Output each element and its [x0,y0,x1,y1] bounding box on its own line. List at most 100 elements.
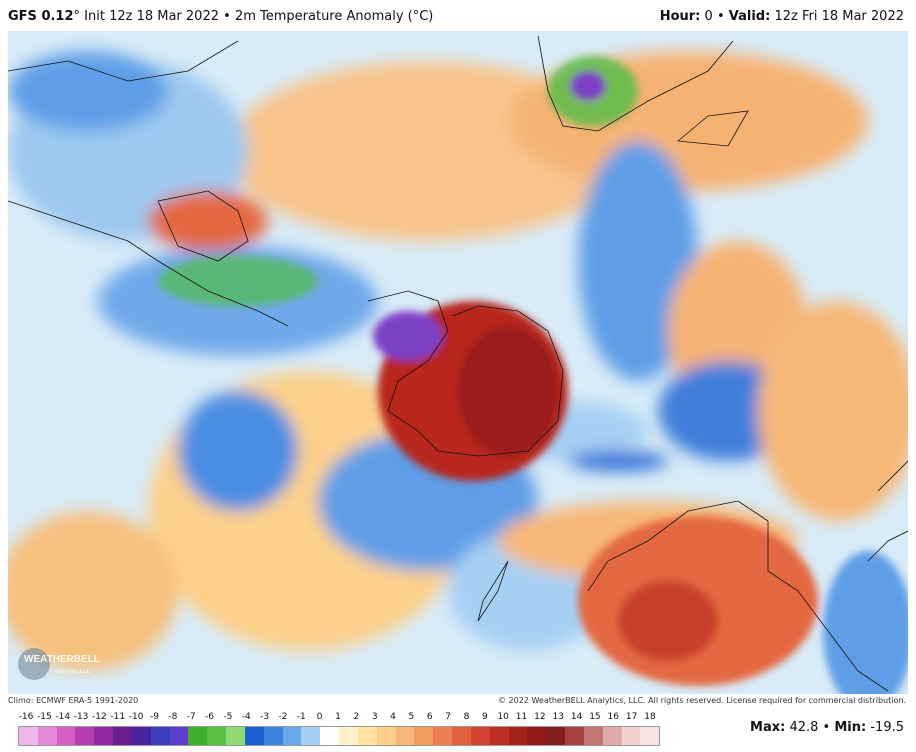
colorbar-tick-label: -12 [92,712,107,722]
colorbar-tick-label: 4 [390,712,396,722]
colorbar-swatch [583,727,603,745]
logo-text: WEATHERBELL [24,654,100,665]
colorbar-swatch [282,727,302,745]
colorbar-tick-label: -3 [260,712,270,722]
max-label: Max: [750,720,786,735]
colorbar-swatch [395,727,415,745]
colorbar-tick-label: 3 [371,712,378,722]
colorbar-swatch [621,727,641,745]
anomaly-hotspots [158,56,908,694]
copyright-notice: © 2022 WeatherBELL Analytics, LLC. All r… [498,696,906,705]
colorbar-tick-label: 17 [625,712,638,722]
colorbar-tick-label: 12 [534,712,546,722]
colorbar-tick-label: 10 [497,712,509,722]
anomaly-field [8,51,908,671]
valid-separator: • [716,9,725,24]
min-value: -19.5 [870,720,904,735]
degree-mark: ° [73,9,81,24]
colorbar-tick-label: 15 [589,712,601,722]
colorbar-tick-label: 8 [463,712,470,722]
valid-label: Valid: [728,9,771,24]
variable-name: 2m Temperature Anomaly (°C) [234,9,434,24]
colorbar-tick-label: -8 [168,712,178,722]
colorbar-swatch [565,727,584,745]
colorbar-swatch [414,727,434,745]
colorbar-tick-label: 5 [408,712,415,722]
colorbar-swatch [207,727,227,745]
colorbar-tick-label: -5 [223,712,233,722]
colorbar-swatch [640,727,660,745]
colorbar-tick-label: -1 [296,712,306,722]
colorbar-swatch [131,727,151,745]
colorbar-swatch [376,727,396,745]
colorbar-swatch [433,727,453,745]
colorbar-swatch [188,727,208,745]
colorbar-swatch [527,727,547,745]
colorbar-tick-label: 18 [644,712,656,722]
chart-title: GFS 0.12° Init 12z 18 Mar 2022 • 2m Temp… [8,9,433,24]
title-separator: • [223,9,231,24]
colorbar-tick-label: -13 [73,712,89,722]
coastlines [8,35,908,692]
colorbar-swatch [546,727,566,745]
colorbar-swatch [113,727,132,745]
valid-time-readout: Hour: 0 • Valid: 12z Fri 18 Mar 2022 [660,9,904,24]
colorbar-tick-label: 16 [607,712,620,722]
colorbar-tick-label: -9 [149,712,159,722]
colorbar-tick-label: -15 [36,712,52,722]
model-name: GFS 0.12 [8,9,74,24]
colorbar-swatch [226,727,245,745]
colorbar-swatch [470,727,490,745]
colorbar-tick-label: -7 [186,712,196,722]
colorbar-tick-label: 2 [353,712,360,722]
colorbar-swatch [150,727,170,745]
colorbar-swatch [357,727,377,745]
colorbar-swatch [508,727,528,745]
temperature-anomaly-map: WEATHERBELL Analytics LLC [8,31,908,694]
logo-subtext: Analytics LLC [54,669,91,675]
colorbar-tick-label: -11 [110,712,126,722]
maxmin-separator: • [822,720,831,735]
colorbar-tick-label: -6 [205,712,215,722]
colorbar-swatch [75,727,95,745]
init-time: Init 12z 18 Mar 2022 [84,9,219,24]
colorbar-swatch [94,727,114,745]
colorbar-swatch [339,727,358,745]
hour-label: Hour: [659,9,701,24]
colorbar-swatch [244,727,264,745]
colorbar-swatch [19,727,38,745]
colorbar-swatch [169,727,189,745]
colorbar-swatch [452,727,471,745]
colorbar-tick-label: 11 [515,712,528,722]
weatherbell-logo: WEATHERBELL Analytics LLC [14,644,124,684]
colorbar-tick-label: -2 [278,712,288,722]
colorbar-tick-label: 13 [552,712,564,722]
hour-value: 0 [704,9,713,24]
logo-graphic: WEATHERBELL Analytics LLC [18,648,100,680]
colorbar-swatch [489,727,509,745]
colorbar-swatch [56,727,76,745]
min-label: Min: [834,720,867,735]
colorbar-swatch [37,727,57,745]
colorbar-tick-label: -10 [128,712,144,722]
colorbar-tick-label: 0 [316,712,323,722]
max-value: 42.8 [789,720,819,735]
colorbar [18,726,660,746]
max-min-readout: Max: 42.8 • Min: -19.5 [750,720,904,735]
colorbar-tick-label: -16 [18,712,34,722]
header: GFS 0.12° Init 12z 18 Mar 2022 • 2m Temp… [0,0,916,30]
colorbar-legend: -16 -15 -14 -13 -12 -11 -10 -9 -8 -7 -6 -5 -4 -3 -2 -1 0… [0,708,916,752]
colorbar-swatch [263,727,283,745]
colorbar-swatch [602,727,622,745]
climo-reference: Climo: ECMWF ERA-5 1991-2020 [8,696,139,705]
colorbar-tick-label: -14 [55,712,71,722]
colorbar-tick-label: 9 [481,712,488,722]
colorbar-tick-label: 6 [426,712,433,722]
colorbar-ticks: -16 -15 -14 -13 -12 -11 -10 -9 -8 -7 -6 -5 -4 -3 -2 -1 0… [18,712,668,724]
valid-value: 12z Fri 18 Mar 2022 [774,9,904,24]
colorbar-tick-label: 1 [335,712,341,722]
colorbar-tick-label: 14 [570,712,583,722]
colorbar-tick-label: -4 [241,712,251,722]
colorbar-swatch [320,727,340,745]
colorbar-swatch [301,727,321,745]
